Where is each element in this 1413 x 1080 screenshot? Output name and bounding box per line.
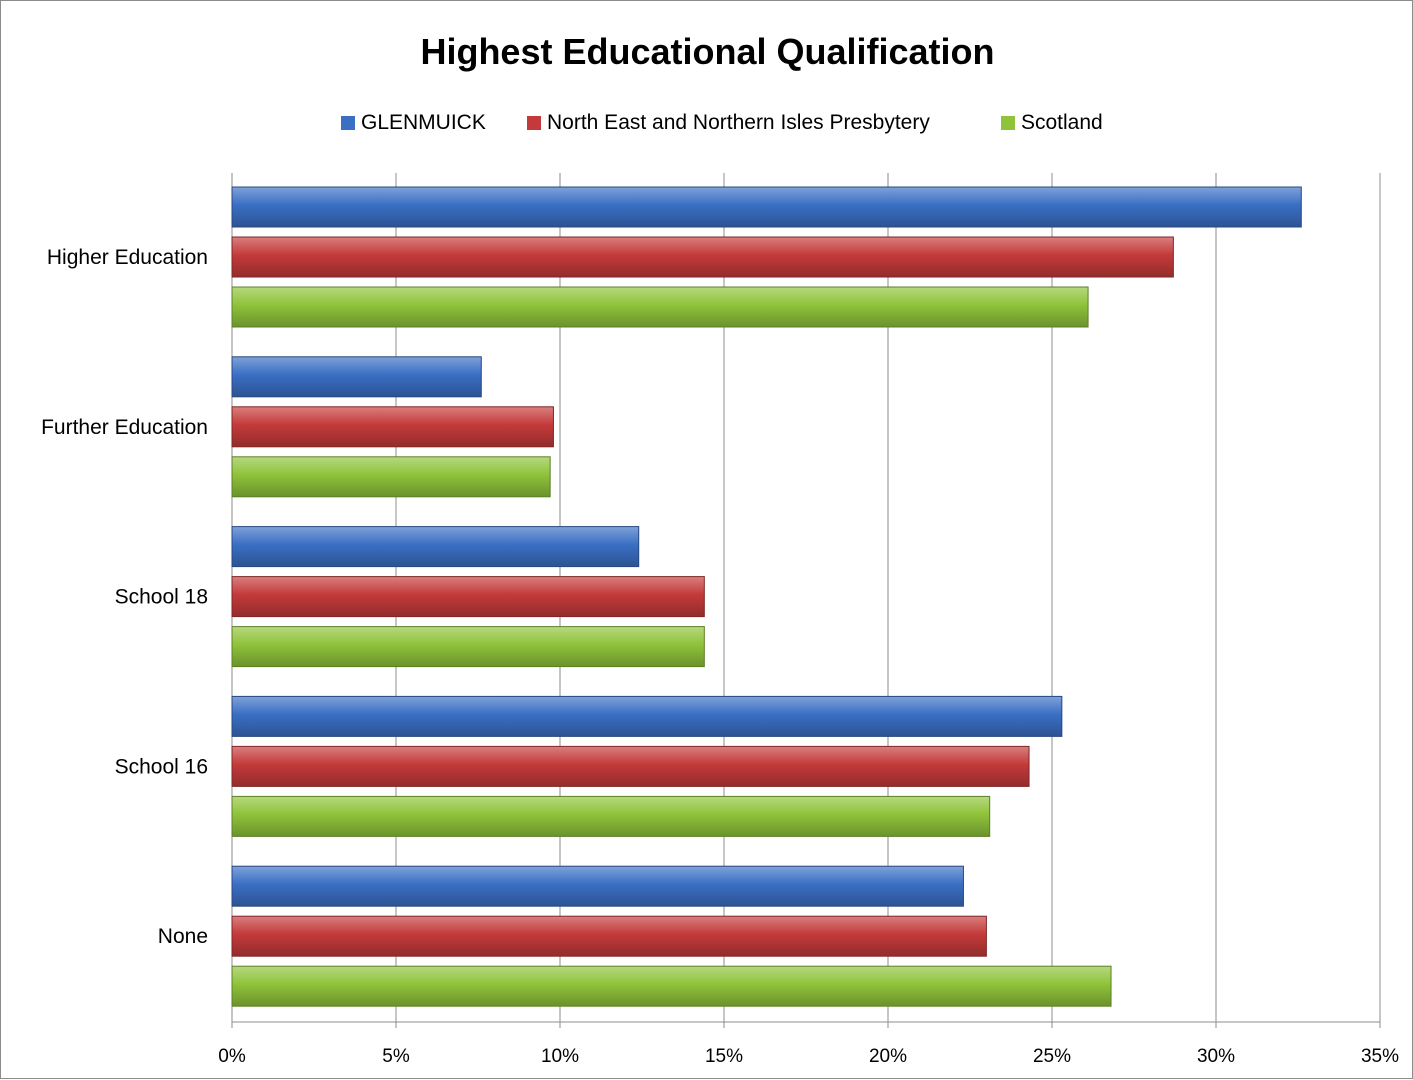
legend-item-scotland: Scotland (1001, 111, 1103, 135)
bar-further-education-glenmuick (231, 356, 482, 398)
bar-higher-education-glenmuick (231, 186, 1302, 228)
x-tick-label-0: 0% (218, 1046, 246, 1067)
category-label-further-education: Further Education (41, 416, 208, 439)
bar-school-18-scotland (231, 626, 705, 668)
legend-item-glenmuick: GLENMUICK (341, 111, 486, 135)
bar-further-education-north-east-and-northern-isles-presbytery (231, 406, 554, 448)
category-label-school-16: School 16 (115, 755, 208, 778)
x-tick-label-2: 10% (541, 1046, 579, 1067)
bar-none-scotland (231, 965, 1112, 1007)
bar-further-education-scotland (231, 456, 551, 498)
bar-school-18-glenmuick (231, 526, 640, 568)
category-label-higher-education: Higher Education (47, 246, 208, 269)
legend-label-glenmuick: GLENMUICK (361, 111, 486, 134)
legend-swatch-glenmuick (341, 116, 355, 130)
bar-higher-education-scotland (231, 286, 1089, 328)
category-label-none: None (158, 925, 208, 948)
bar-school-18-north-east-and-northern-isles-presbytery (231, 576, 705, 618)
x-tick-label-1: 5% (382, 1046, 410, 1067)
x-tick-label-7: 35% (1361, 1046, 1399, 1067)
bar-none-north-east-and-northern-isles-presbytery (231, 915, 987, 957)
legend-item-presbytery: North East and Northern Isles Presbytery (527, 111, 930, 135)
bar-none-glenmuick (231, 865, 964, 907)
legend-swatch-scotland (1001, 116, 1015, 130)
x-tick-label-6: 30% (1197, 1046, 1235, 1067)
chart-title: Highest Educational Qualification (420, 31, 995, 72)
bar-higher-education-north-east-and-northern-isles-presbytery (231, 236, 1174, 278)
legend-swatch-presbytery (527, 116, 541, 130)
legend-label-presbytery: North East and Northern Isles Presbytery (547, 111, 930, 134)
bar-school-16-glenmuick (231, 695, 1063, 737)
x-tick-label-3: 15% (705, 1046, 743, 1067)
x-tick-label-4: 20% (869, 1046, 907, 1067)
x-tick-label-5: 25% (1033, 1046, 1071, 1067)
bar-school-16-scotland (231, 795, 991, 837)
legend: GLENMUICK North East and Northern Isles … (1, 111, 1413, 137)
bar-school-16-north-east-and-northern-isles-presbytery (231, 745, 1030, 787)
category-label-school-18: School 18 (115, 586, 208, 609)
legend-label-scotland: Scotland (1021, 111, 1103, 134)
